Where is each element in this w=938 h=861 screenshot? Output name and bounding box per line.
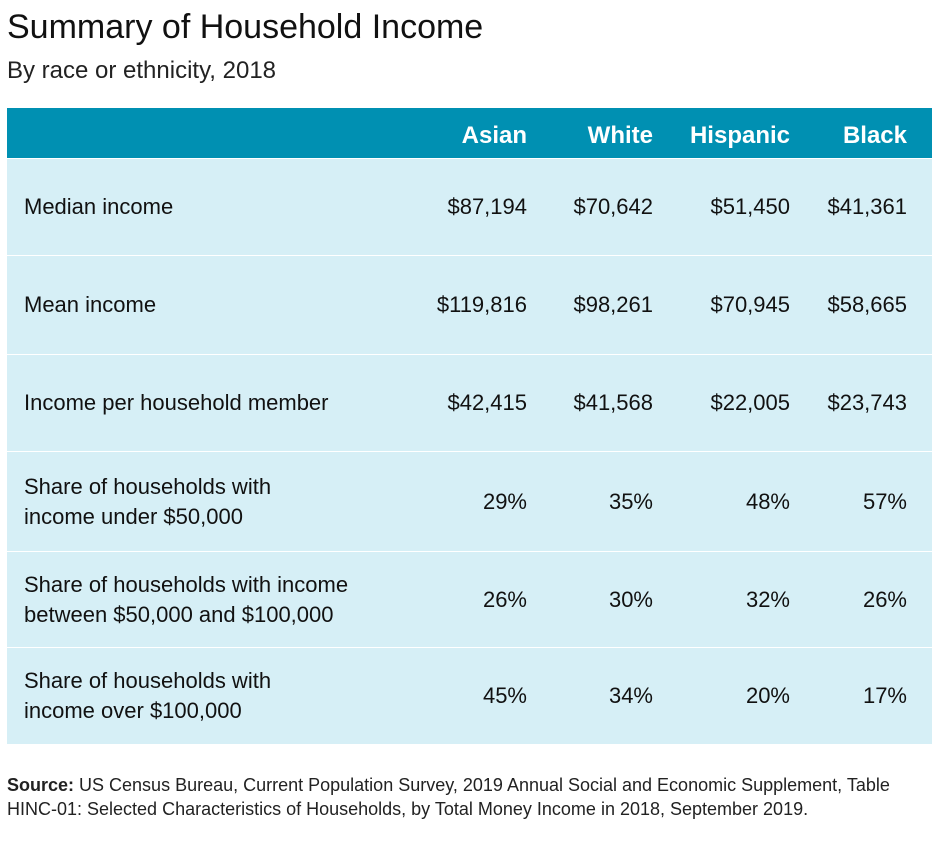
table-cell: 34% xyxy=(608,683,653,708)
table-cell: $87,194 xyxy=(447,194,527,219)
table-cell: 20% xyxy=(745,683,790,708)
table-cell: 26% xyxy=(482,586,527,612)
row-label: Mean income xyxy=(24,292,157,317)
chart-subtitle: By race or ethnicity, 2018 xyxy=(7,57,277,84)
table-cell: 48% xyxy=(745,488,790,514)
table-row-share-over-100k: Share of households with income over $10… xyxy=(7,647,932,744)
table-header: Asian White Hispanic Black xyxy=(7,108,932,158)
table-row-mean-income: Mean income $119,816 $98,261 $70,945 $58… xyxy=(7,255,932,354)
table-cell: $41,361 xyxy=(827,194,907,219)
table-cell: 17% xyxy=(862,683,907,708)
source-text: US Census Bureau, Current Population Sur… xyxy=(7,775,890,819)
table-cell: $23,743 xyxy=(827,390,907,415)
source-label: Source: xyxy=(7,775,75,795)
table-cell: $70,642 xyxy=(573,194,653,219)
row-label: Share of households with income between … xyxy=(24,571,349,627)
table-row-share-under-50k: Share of households with income under $5… xyxy=(7,451,932,551)
table-cell: 57% xyxy=(862,488,907,514)
table-cell: 30% xyxy=(608,586,653,612)
table-cell: $42,415 xyxy=(447,390,527,415)
table-cell: $58,665 xyxy=(827,292,907,317)
income-table: Asian White Hispanic Black Median income… xyxy=(7,108,932,744)
table-cell: $51,450 xyxy=(710,194,790,219)
table-cell: $22,005 xyxy=(710,390,790,415)
table-cell: 32% xyxy=(745,586,790,612)
table-row-income-per-member: Income per household member $42,415 $41,… xyxy=(7,354,932,451)
table-cell: $119,816 xyxy=(436,292,527,317)
table-row-share-50k-100k: Share of households with income between … xyxy=(7,551,932,647)
chart-title: Summary of Household Income xyxy=(7,8,484,46)
row-label: Share of households with income under $5… xyxy=(24,473,272,529)
table-cell: 45% xyxy=(482,683,527,708)
row-label: Share of households with income over $10… xyxy=(24,668,272,723)
row-label: Median income xyxy=(24,194,174,219)
table-row-median-income: Median income $87,194 $70,642 $51,450 $4… xyxy=(7,158,932,255)
table-cell: 26% xyxy=(862,586,907,612)
row-label: Income per household member xyxy=(24,390,329,415)
table-cell: 35% xyxy=(608,488,653,514)
column-header-hispanic: Hispanic xyxy=(689,122,790,149)
table-cell: 29% xyxy=(482,488,527,514)
column-header-asian: Asian xyxy=(461,122,527,149)
column-header-white: White xyxy=(587,122,653,149)
source-note: Source: US Census Bureau, Current Popula… xyxy=(7,773,917,821)
column-header-black: Black xyxy=(842,122,907,149)
table-cell: $41,568 xyxy=(573,390,653,415)
table-cell: $98,261 xyxy=(573,292,653,317)
table-cell: $70,945 xyxy=(710,292,790,317)
